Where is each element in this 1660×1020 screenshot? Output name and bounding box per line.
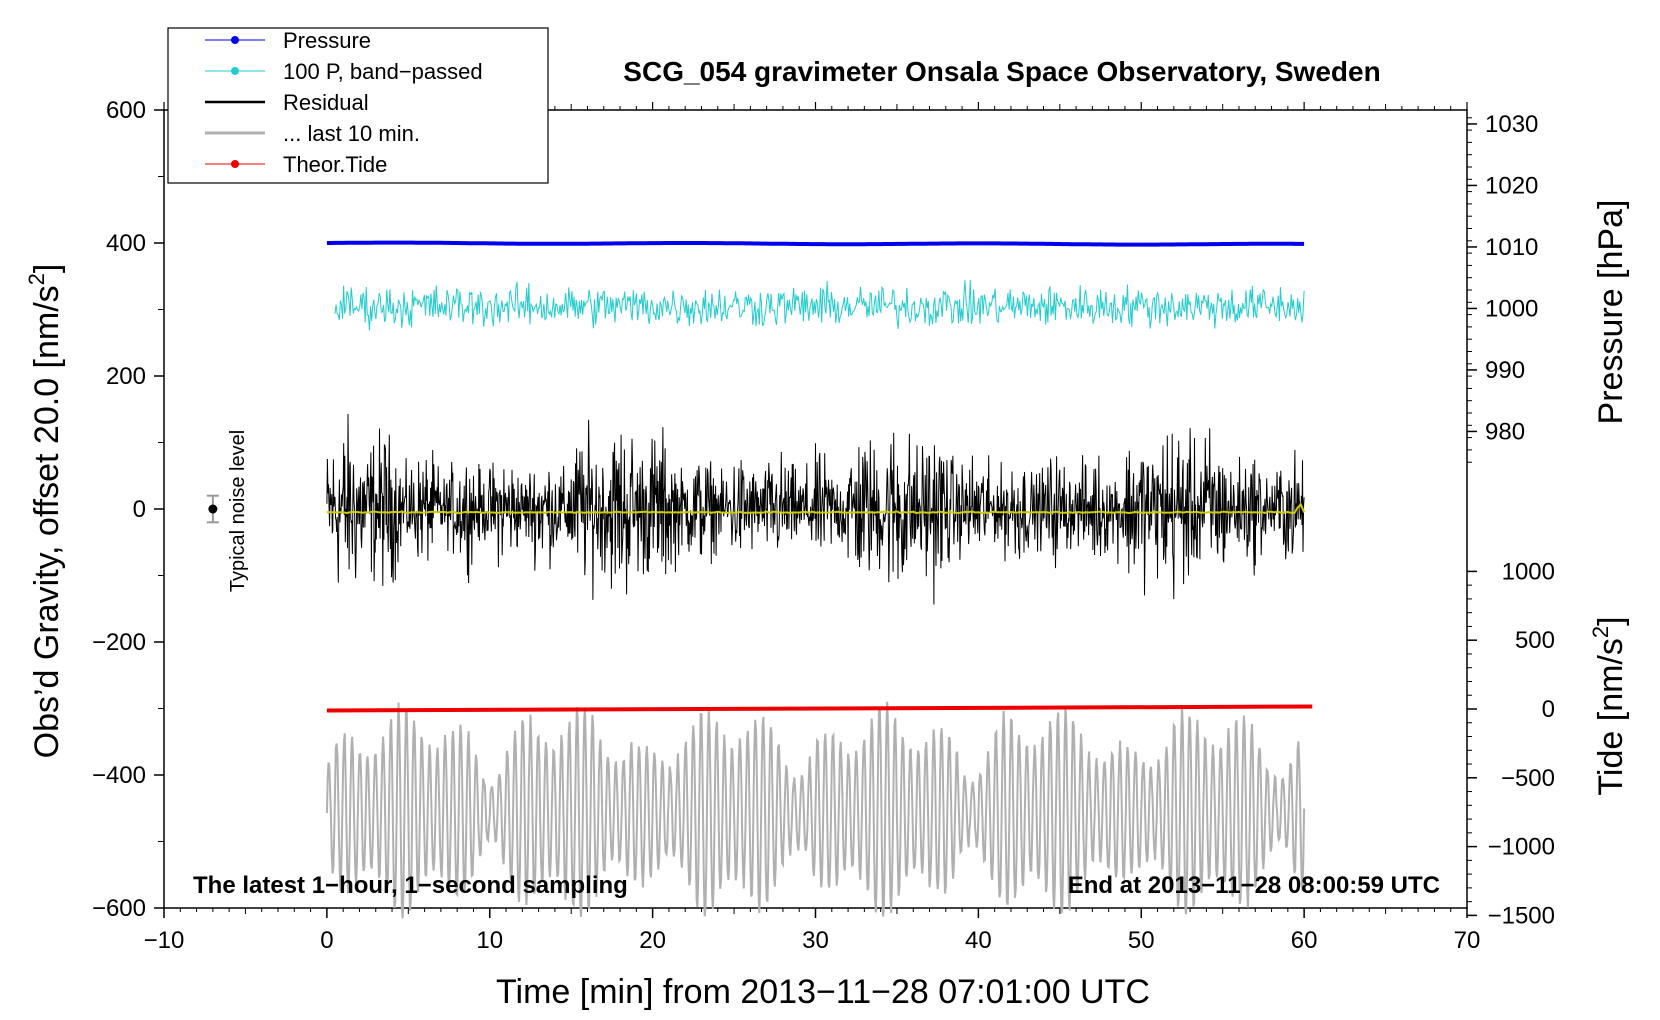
x-tick-label: −10: [144, 927, 185, 954]
pressure-tick-label: 1000: [1485, 295, 1538, 322]
legend-label: Theor.Tide: [283, 152, 387, 177]
y-axis-title-main: Obs’d Gravity, offset 20.0 [nm/s: [28, 285, 66, 758]
tide-tick-label: 500: [1515, 627, 1555, 654]
pressure-tick-label: 1020: [1485, 172, 1538, 199]
legend-label: Residual: [283, 90, 369, 115]
axes-group: −10 0 10 20 30 40 50 60 70−600−400−2000200400600…: [92, 97, 1555, 954]
annotation-sampling: The latest 1−hour, 1−second sampling: [193, 872, 628, 899]
series-theor-tide: [326, 704, 1313, 713]
y-axis-title-sup: 2: [24, 273, 49, 285]
y-tick-label: −600: [92, 895, 146, 922]
noise-level-label: Typical noise level: [227, 430, 249, 592]
series-band-passed: [334, 279, 1305, 331]
tide-tick-label: −1000: [1488, 834, 1555, 861]
legend: Pressure 100 P, band−passed Residual ... la…: [167, 27, 549, 184]
series-pressure: [326, 240, 1305, 247]
legend-marker: [231, 67, 239, 75]
legend-marker: [231, 36, 239, 44]
y-axis-title-end: ]: [28, 264, 66, 273]
tide-tick-label: 1000: [1502, 558, 1555, 585]
y-axis-title: Obs’d Gravity, offset 20.0 [nm/s2]: [24, 264, 66, 759]
x-tick-label: 60: [1291, 927, 1318, 954]
x-tick-label: 10: [476, 927, 503, 954]
tide-axis-title-sup: 2: [1588, 626, 1613, 638]
tide-axis-title: Tide [nm/s2]: [1588, 616, 1630, 795]
x-tick-label: 50: [1128, 927, 1155, 954]
tide-tick-label: 0: [1542, 696, 1555, 723]
y-tick-label: −400: [92, 762, 146, 789]
series-group: [206, 240, 1313, 919]
pressure-tick-label: 980: [1485, 418, 1525, 445]
y-tick-label: 200: [106, 363, 146, 390]
y-tick-label: −200: [92, 629, 146, 656]
legend-label: 100 P, band−passed: [283, 59, 483, 84]
series-residual: [326, 413, 1305, 605]
pressure-axis-title: Pressure [hPa]: [1592, 200, 1630, 425]
tide-axis-title-main: Tide [nm/s: [1592, 638, 1630, 795]
x-axis-title: Time [min] from 2013−11−28 07:01:00 UTC: [496, 973, 1150, 1011]
chart-title: SCG_054 gravimeter Onsala Space Observat…: [623, 56, 1380, 87]
y-tick-label: 0: [133, 496, 146, 523]
legend-box: [167, 27, 549, 184]
legend-label: ... last 10 min.: [283, 121, 420, 146]
x-tick-label: 40: [965, 927, 992, 954]
tide-axis-title-end: ]: [1592, 616, 1630, 625]
annotation-end-time: End at 2013−11−28 08:00:59 UTC: [1068, 872, 1440, 899]
noise-bar-point: [208, 504, 218, 514]
y-tick-label: 600: [106, 97, 146, 124]
series-last-10-min: [325, 701, 1306, 919]
x-tick-label: 70: [1454, 927, 1481, 954]
text-group: SCG_054 gravimeter Onsala Space Observat…: [24, 56, 1630, 1011]
x-tick-label: 0: [320, 927, 333, 954]
legend-label: Pressure: [283, 28, 371, 53]
tide-tick-label: −1500: [1488, 902, 1555, 929]
series-residual-mean: [326, 503, 1306, 515]
y-tick-label: 400: [106, 230, 146, 257]
x-tick-label: 20: [639, 927, 666, 954]
pressure-tick-label: 990: [1485, 357, 1525, 384]
x-tick-label: 30: [802, 927, 829, 954]
pressure-tick-label: 1030: [1485, 111, 1538, 138]
pressure-tick-label: 1010: [1485, 234, 1538, 261]
legend-marker: [231, 160, 239, 168]
tide-tick-label: −500: [1501, 765, 1555, 792]
